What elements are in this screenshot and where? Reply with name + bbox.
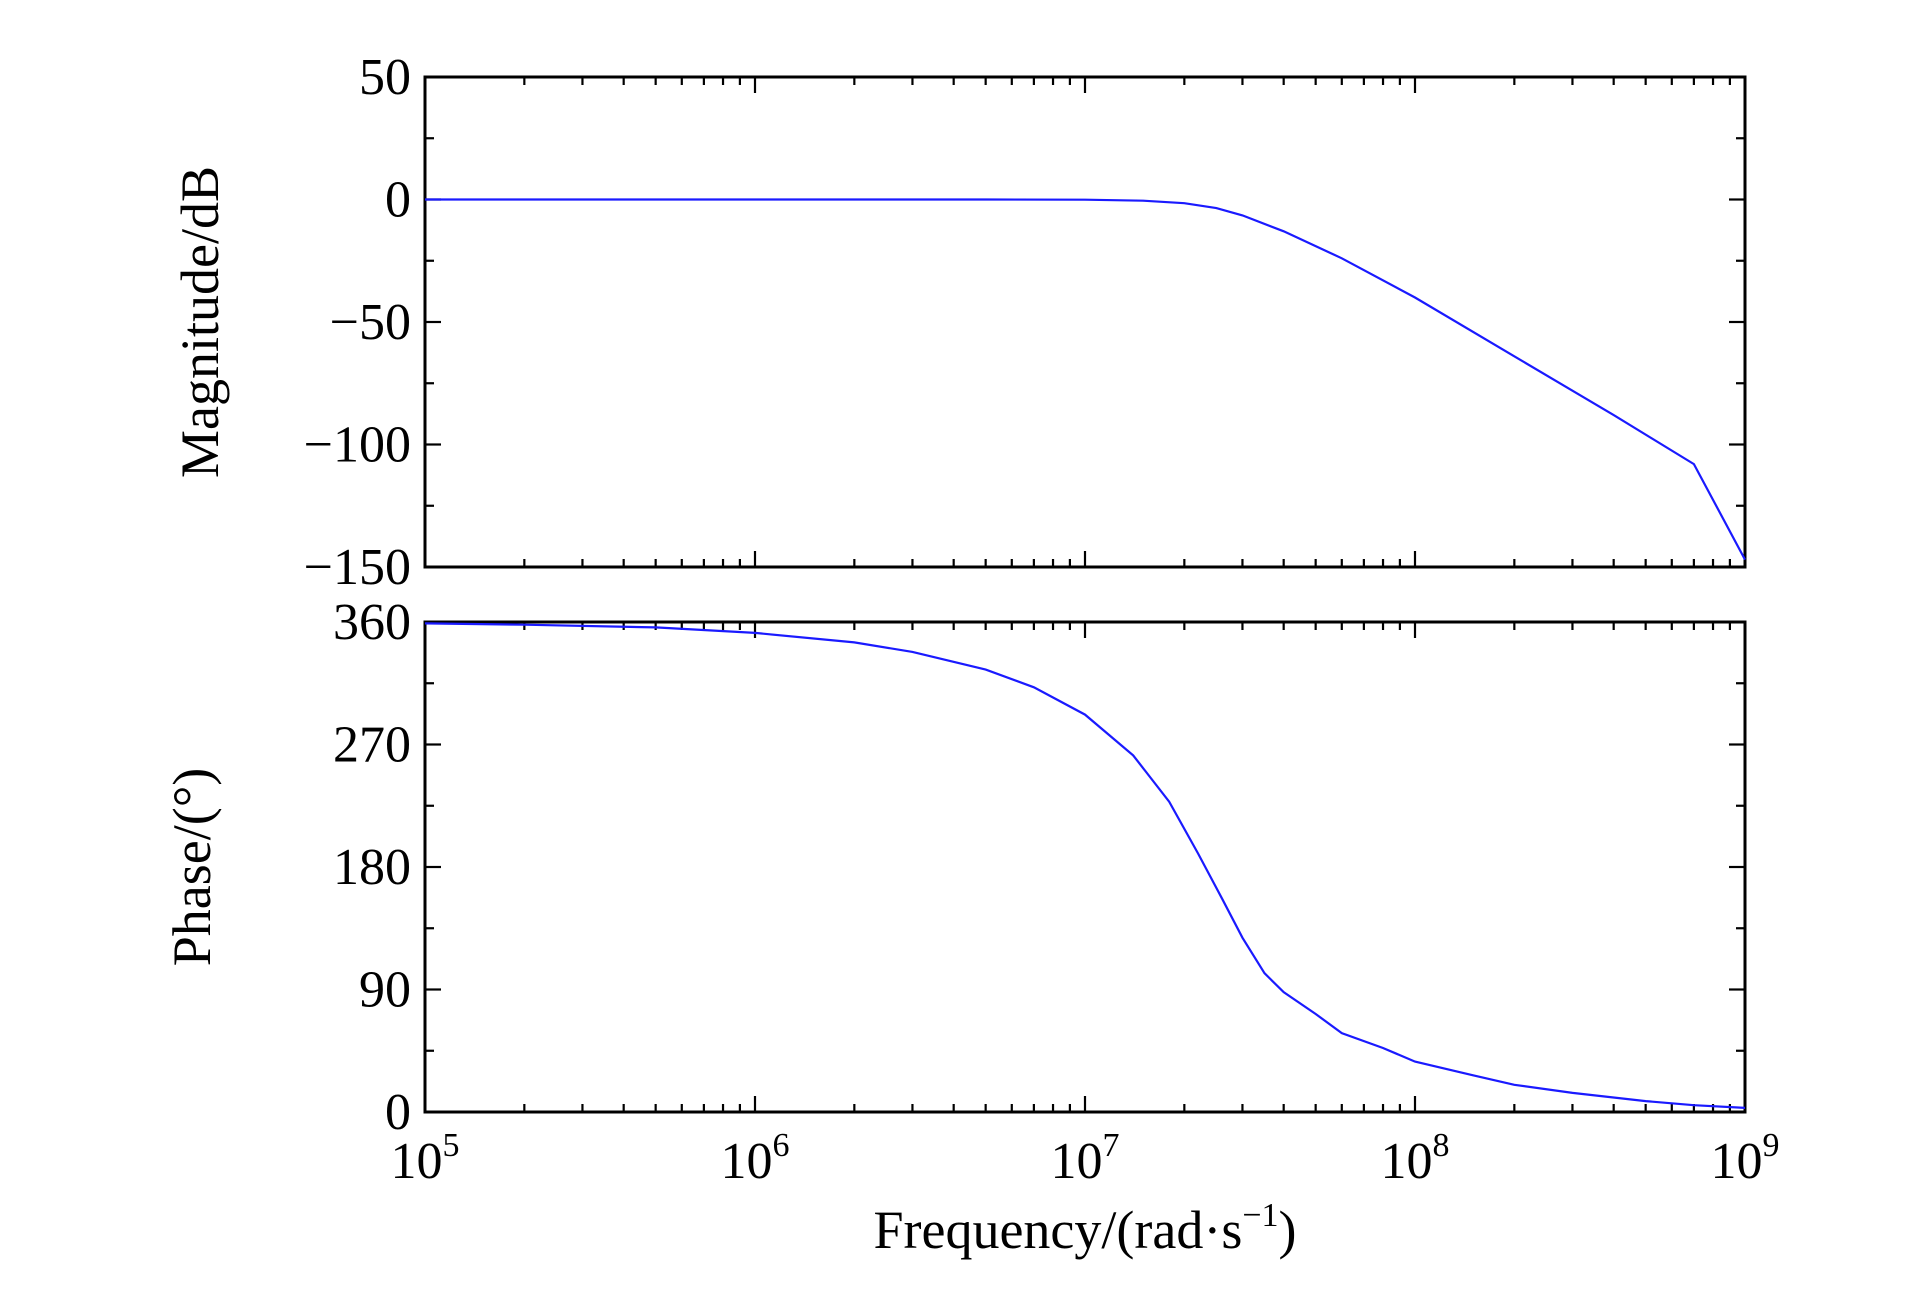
x-tick-exponent: 8: [1433, 1127, 1450, 1164]
magnitude-curve: [425, 198, 1746, 561]
x-axis-title-superscript: −1: [1242, 1197, 1278, 1234]
magnitude-y-tick-label: −50: [330, 294, 411, 351]
magnitude-ticks: [423, 75, 1745, 569]
x-tick-base: 10: [391, 1133, 443, 1190]
phase-y-tick-label: 180: [333, 839, 411, 896]
magnitude-y-tick-label: −100: [304, 417, 411, 474]
phase-plot-frame: [423, 620, 1747, 1114]
phase-y-axis-title: Phase/(°): [162, 768, 222, 967]
x-tick-base: 10: [1051, 1133, 1103, 1190]
phase-y-tick-label: 360: [333, 594, 411, 651]
x-tick-label: 106: [721, 1127, 790, 1190]
magnitude-y-tick-label: 50: [359, 49, 411, 106]
phase-y-tick-label: 270: [333, 717, 411, 774]
x-tick-exponent: 5: [443, 1127, 460, 1164]
x-axis-title: Frequency/(rad·s−1): [873, 1197, 1296, 1260]
magnitude-y-tick-labels: 50 0 −50 −100 −150: [304, 49, 411, 596]
x-tick-base: 10: [721, 1133, 773, 1190]
x-axis-title-text: Frequency/(rad·s: [873, 1200, 1242, 1260]
magnitude-y-axis-title: Magnitude/dB: [170, 166, 230, 478]
phase-ticks: [423, 620, 1745, 1114]
magnitude-plot-frame: [423, 75, 1747, 569]
x-tick-label: 107: [1051, 1127, 1120, 1190]
x-axis-title-close: ): [1279, 1200, 1297, 1260]
phase-y-tick-label: 90: [359, 962, 411, 1019]
phase-y-tick-labels: 360 270 180 90 0: [333, 594, 411, 1141]
x-tick-label: 105: [391, 1127, 460, 1190]
phase-y-tick-label: 0: [385, 1084, 411, 1141]
phase-curve: [424, 622, 1746, 1109]
magnitude-panel: 50 0 −50 −100 −150 Magnitude/dB: [170, 49, 1747, 596]
x-tick-label: 109: [1711, 1127, 1780, 1190]
x-tick-exponent: 6: [773, 1127, 790, 1164]
x-tick-base: 10: [1381, 1133, 1433, 1190]
x-tick-label: 108: [1381, 1127, 1450, 1190]
magnitude-y-tick-label: −150: [304, 539, 411, 596]
x-tick-exponent: 9: [1763, 1127, 1780, 1164]
x-tick-labels: 105 106 107 108 109: [391, 1127, 1780, 1190]
x-tick-base: 10: [1711, 1133, 1763, 1190]
magnitude-y-tick-label: 0: [385, 172, 411, 229]
x-tick-exponent: 7: [1103, 1127, 1120, 1164]
